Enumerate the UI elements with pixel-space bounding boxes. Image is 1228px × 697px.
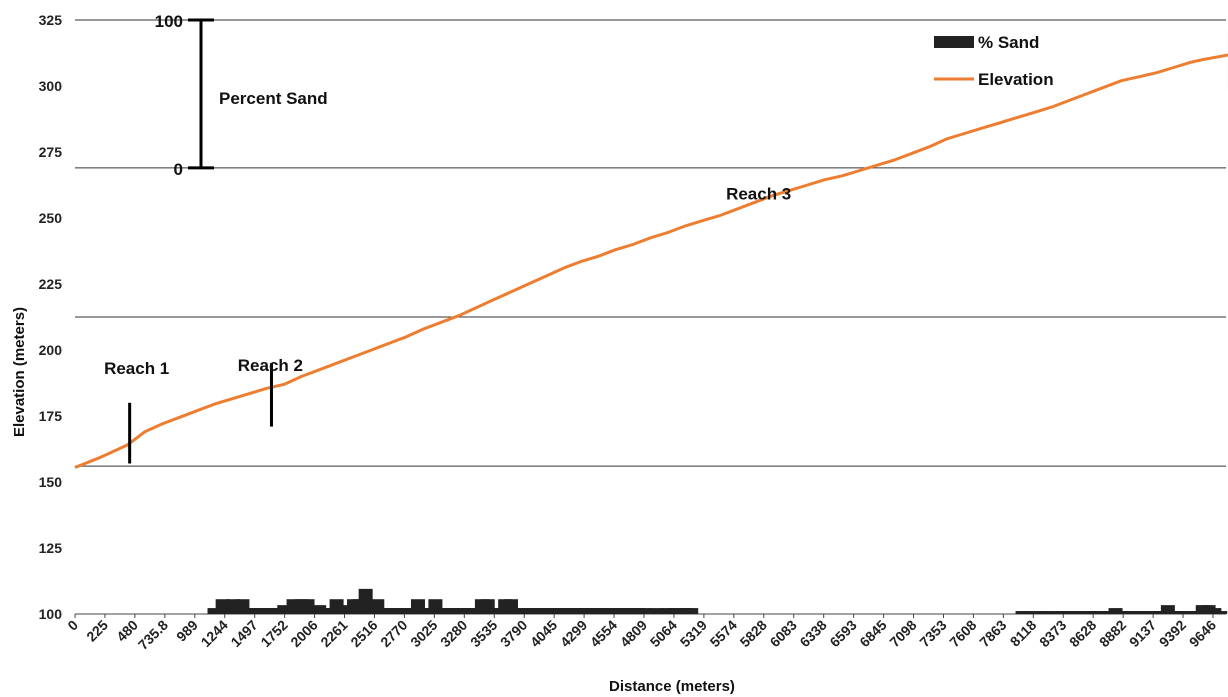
reach-label: Reach 2 — [238, 356, 303, 375]
x-tick-label: 7863 — [976, 617, 1009, 650]
x-tick-label: 225 — [83, 617, 111, 645]
x-tick-label: 735.8 — [135, 617, 171, 653]
x-tick-label: 5319 — [677, 617, 710, 650]
y-tick-label: 125 — [39, 540, 63, 556]
x-tick-label: 3280 — [437, 617, 470, 650]
x-tick-label: 4554 — [587, 617, 620, 650]
y-tick-label: 325 — [39, 12, 63, 28]
x-tick-label: 9646 — [1186, 617, 1219, 650]
x-tick-label: 7608 — [946, 617, 979, 650]
y-tick-label: 100 — [39, 606, 63, 622]
x-tick-label: 3790 — [497, 617, 530, 650]
x-tick-label: 7353 — [916, 617, 949, 650]
sand-bar — [1021, 611, 1036, 614]
x-tick-label: 8118 — [1007, 617, 1040, 650]
x-tick-label: 5064 — [647, 617, 680, 650]
percent-sand-scale: 100 0 Percent Sand — [155, 12, 328, 179]
x-tick-label: 2516 — [347, 617, 380, 650]
sand-bar — [358, 588, 373, 614]
y-axis: 100 125 150 175 200 225 250 275 300 325 — [39, 12, 63, 622]
x-tick-label: 2006 — [287, 617, 320, 650]
legend-sand-swatch — [934, 36, 974, 48]
x-tick-label: 6338 — [796, 617, 829, 650]
elevation-line — [74, 53, 1228, 469]
x-tick-label: 2261 — [317, 617, 350, 650]
reference-lines — [75, 19, 1226, 615]
reach-label: Reach 3 — [726, 185, 791, 204]
x-tick-label: 0 — [64, 617, 81, 634]
y-axis-title: Elevation (meters) — [11, 307, 28, 437]
sand-bar — [207, 608, 222, 614]
y-tick-label: 300 — [39, 78, 63, 94]
x-tick-label: 1244 — [198, 617, 231, 650]
sand-bar — [684, 608, 699, 614]
x-tick-label: 1497 — [227, 617, 260, 650]
legend-sand-label: % Sand — [978, 33, 1039, 52]
sand-bars — [207, 588, 1228, 614]
y-tick-label: 225 — [39, 276, 63, 292]
percent-scale-title: Percent Sand — [219, 89, 328, 108]
x-tick-label: 1752 — [257, 617, 290, 650]
percent-scale-max-label: 100 — [155, 12, 183, 31]
reach-label: Reach 1 — [104, 359, 169, 378]
legend: % Sand Elevation — [934, 33, 1054, 89]
sand-bar — [1213, 611, 1228, 614]
x-tick-label: 4809 — [617, 617, 650, 650]
y-tick-label: 250 — [39, 210, 63, 226]
annotations: Reach 1 Reach 2 Reach 3 — [104, 185, 791, 378]
x-tick-label: 5574 — [707, 617, 740, 650]
x-tick-label: 4045 — [527, 617, 560, 650]
x-tick-label: 6845 — [856, 617, 889, 650]
sand-bar — [649, 608, 664, 614]
sand-bar — [1038, 611, 1053, 614]
x-tick-label: 8373 — [1036, 617, 1069, 650]
y-tick-label: 200 — [39, 342, 63, 358]
x-tick-label: 6083 — [767, 617, 800, 650]
x-tick-label: 4299 — [557, 617, 590, 650]
sand-bar — [637, 608, 652, 614]
x-tick-label: 8882 — [1096, 617, 1129, 650]
elevation-line-path — [74, 53, 1228, 469]
y-tick-label: 275 — [39, 144, 63, 160]
sand-bar — [1160, 605, 1175, 614]
x-tick-label: 6593 — [826, 617, 859, 650]
legend-elevation-label: Elevation — [978, 70, 1054, 89]
percent-scale-min-label: 0 — [174, 160, 183, 179]
x-tick-label: 8628 — [1066, 617, 1099, 650]
x-axis-title: Distance (meters) — [609, 678, 735, 695]
x-tick-label: 5828 — [737, 617, 770, 650]
x-tick-label: 2770 — [377, 617, 410, 650]
y-tick-label: 150 — [39, 474, 63, 490]
x-tick-label: 9392 — [1156, 617, 1189, 650]
reach-markers — [128, 27, 1228, 464]
x-tick-label: 7098 — [886, 617, 919, 650]
x-tick-label: 9137 — [1126, 617, 1159, 650]
x-tick-label: 3535 — [467, 617, 500, 650]
y-tick-label: 175 — [39, 408, 63, 424]
x-tick-label: 989 — [173, 617, 201, 645]
x-tick-label: 3025 — [407, 617, 440, 650]
